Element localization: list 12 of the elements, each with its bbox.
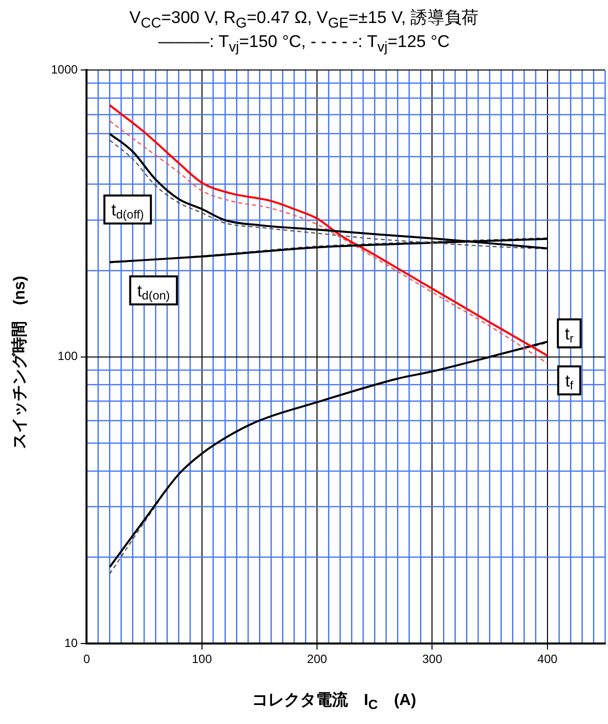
x-axis-title: コレクタ電流 I$_{C}$ (A) xyxy=(250,690,418,712)
chart-subtitle: ———: T$_{vj}$=150 °C, - - - - -: T$_{vj}$=125 °C xyxy=(157,32,451,56)
x-tick-label: 200 xyxy=(307,652,328,666)
y-tick-label: 1000 xyxy=(50,62,78,77)
y-tick-label: 100 xyxy=(58,349,78,364)
x-tick-label: 0 xyxy=(83,652,90,666)
x-tick-label: 100 xyxy=(192,652,212,666)
x-tick-label: 300 xyxy=(422,652,443,666)
y-tick-label: 10 xyxy=(64,636,78,650)
x-tick-label: 400 xyxy=(537,652,558,666)
chart-title: V$_{CC}$=300 V, R$_{G}$=0.47 Ω, V$_{GE}$=±15 V, 誘導負荷 xyxy=(128,7,480,32)
y-axis-title: スイッチング時間 (ns) xyxy=(10,274,30,452)
